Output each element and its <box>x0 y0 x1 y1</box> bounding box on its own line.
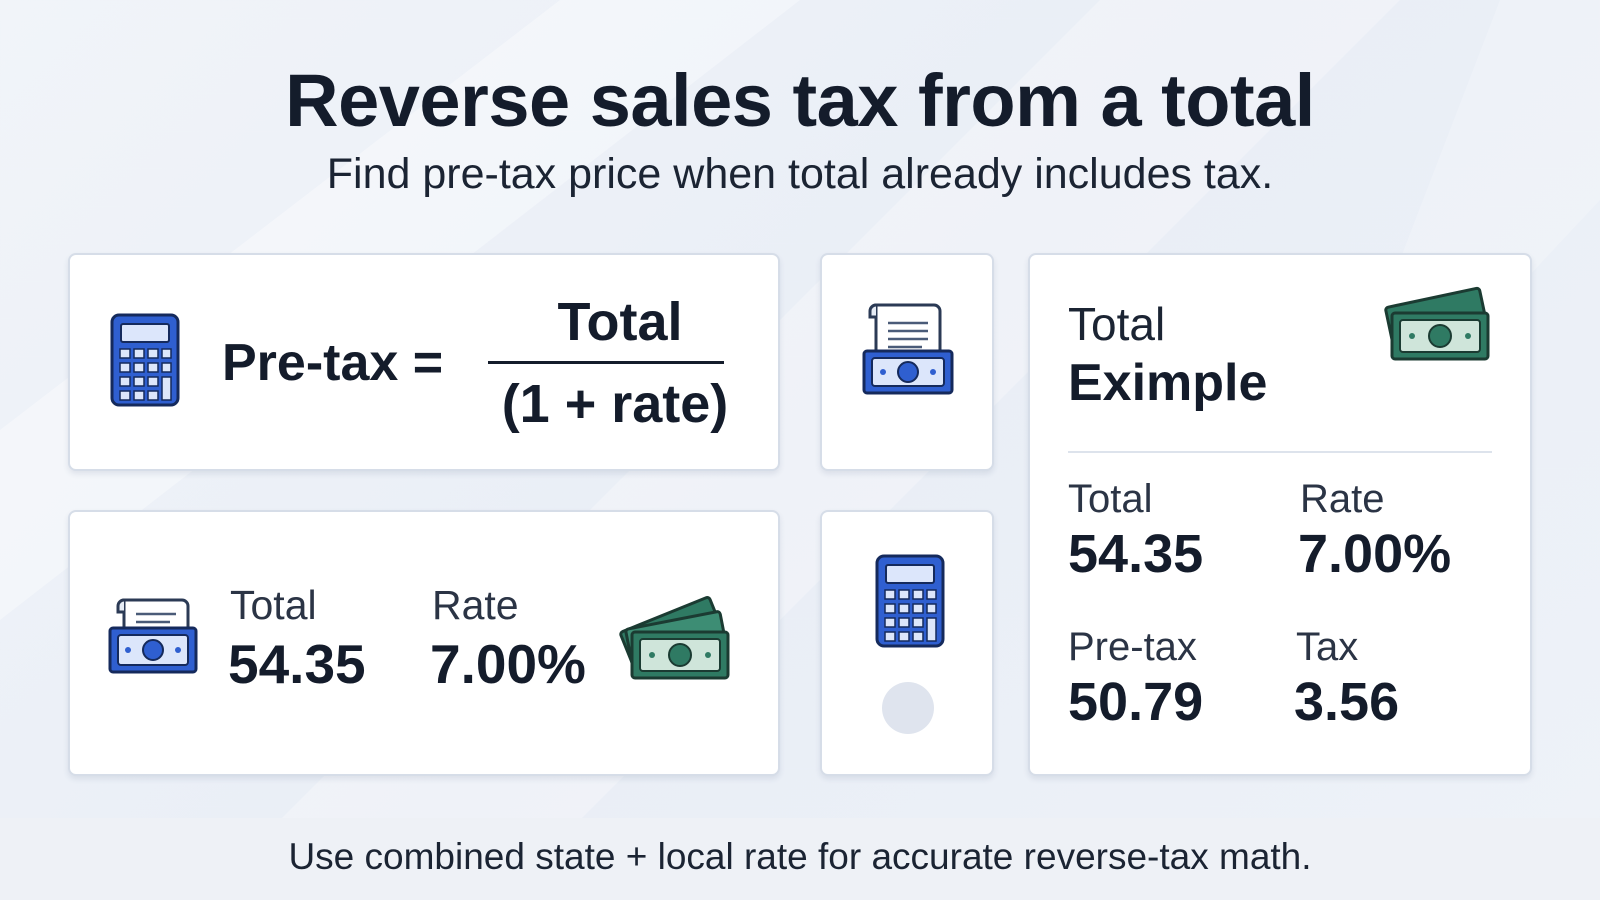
example-total-label: Total <box>1068 477 1153 521</box>
calculator-icon-card <box>820 510 994 776</box>
formula-denominator: (1 + rate) <box>501 374 729 434</box>
example-divider <box>1068 451 1492 453</box>
status-dot <box>882 682 934 734</box>
cash-stack-icon <box>1384 285 1494 372</box>
example-tax-label: Tax <box>1296 625 1359 669</box>
footer-band <box>0 818 1600 900</box>
fraction-bar <box>488 361 724 364</box>
example-rate-label: Rate <box>1300 477 1385 521</box>
formula-lhs: Pre-tax = <box>222 334 444 392</box>
calculator-icon <box>110 313 180 412</box>
example-heading-line2: Eximple <box>1068 354 1268 412</box>
inputs-card: Total 54.35 Rate 7.00% <box>68 510 780 776</box>
receipt-cash-icon <box>108 596 198 681</box>
example-heading-line1: Total <box>1068 298 1166 350</box>
formula-numerator: Total <box>557 292 683 352</box>
rate-value: 7.00% <box>430 633 586 695</box>
total-value: 54.35 <box>228 633 366 695</box>
footer-note: Use combined state + local rate for accu… <box>288 836 1312 877</box>
receipt-icon-card <box>820 253 994 471</box>
page-title: Reverse sales tax from a total <box>285 59 1315 142</box>
example-tax-value: 3.56 <box>1294 672 1400 732</box>
formula-card: Pre-tax = Total (1 + rate) <box>68 253 780 471</box>
receipt-cash-icon <box>862 301 954 402</box>
page-subtitle: Find pre-tax price when total already in… <box>326 150 1274 198</box>
example-card: Total Eximple Total 54.35 Rate 7.00% Pre… <box>1028 253 1532 776</box>
example-total-value: 54.35 <box>1068 524 1204 584</box>
rate-label: Rate <box>432 582 519 628</box>
example-pretax-label: Pre-tax <box>1068 625 1197 669</box>
total-label: Total <box>230 582 317 628</box>
example-pretax-value: 50.79 <box>1068 672 1204 732</box>
calculator-icon <box>875 554 945 653</box>
cash-stack-icon <box>618 590 734 691</box>
example-rate-value: 7.00% <box>1298 524 1452 584</box>
